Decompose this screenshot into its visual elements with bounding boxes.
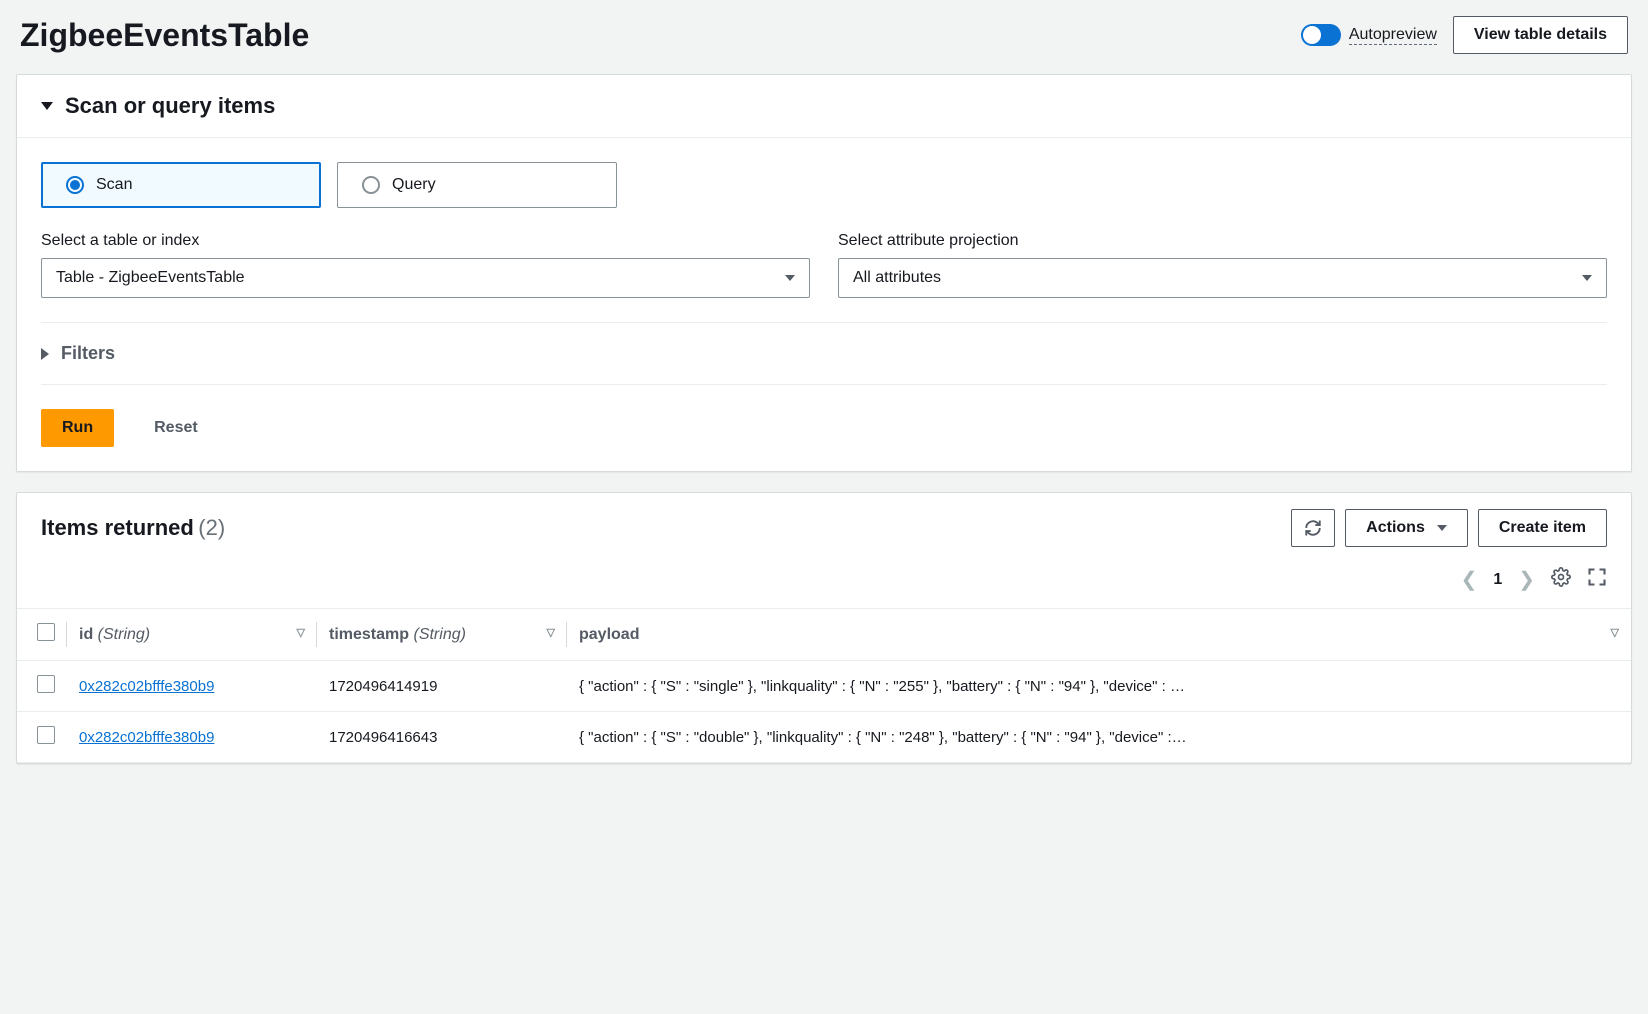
row-timestamp: 1720496416643 xyxy=(317,712,567,763)
scan-query-body: Scan Query Select a table or index Table… xyxy=(17,138,1631,471)
column-header-id[interactable]: id (String) ▽ xyxy=(67,609,317,661)
scan-query-radio-group: Scan Query xyxy=(41,162,1607,208)
query-radio-option[interactable]: Query xyxy=(337,162,617,208)
table-row: 0x282c02bfffe380b9 1720496416643 { "acti… xyxy=(17,712,1631,763)
select-all-checkbox[interactable] xyxy=(37,623,55,641)
col-name: timestamp xyxy=(329,626,409,643)
row-payload: { "action" : { "S" : "single" }, "linkqu… xyxy=(567,661,1631,712)
sort-icon: ▽ xyxy=(547,626,555,639)
actions-dropdown-button[interactable]: Actions xyxy=(1345,509,1468,547)
autopreview-toggle-container: Autopreview xyxy=(1301,24,1437,46)
action-row: Run Reset xyxy=(41,409,1607,447)
select-row: Select a table or index Table - ZigbeeEv… xyxy=(41,232,1607,298)
collapse-caret-icon xyxy=(41,102,53,110)
table-header-row: id (String) ▽ timestamp (String) ▽ paylo… xyxy=(17,609,1631,661)
results-table: id (String) ▽ timestamp (String) ▽ paylo… xyxy=(17,608,1631,763)
row-id-link[interactable]: 0x282c02bfffe380b9 xyxy=(79,678,214,695)
radio-icon xyxy=(66,176,84,194)
row-checkbox[interactable] xyxy=(37,675,55,693)
refresh-icon xyxy=(1304,519,1322,537)
projection-select[interactable]: All attributes xyxy=(838,258,1607,298)
projection-select-col: Select attribute projection All attribut… xyxy=(838,232,1607,298)
row-payload: { "action" : { "S" : "double" }, "linkqu… xyxy=(567,712,1631,763)
page-header: ZigbeeEventsTable Autopreview View table… xyxy=(16,16,1632,54)
sort-icon: ▽ xyxy=(1611,626,1619,639)
filters-label: Filters xyxy=(61,343,115,364)
header-actions: Autopreview View table details xyxy=(1301,16,1628,54)
results-panel: Items returned (2) Actions Create item ❮… xyxy=(16,492,1632,764)
col-type: (String) xyxy=(413,626,465,643)
column-header-timestamp[interactable]: timestamp (String) ▽ xyxy=(317,609,567,661)
projection-select-label: Select attribute projection xyxy=(838,232,1607,250)
run-button[interactable]: Run xyxy=(41,409,114,447)
filters-section[interactable]: Filters xyxy=(41,322,1607,385)
row-id-link[interactable]: 0x282c02bfffe380b9 xyxy=(79,729,214,746)
page-number: 1 xyxy=(1493,571,1502,589)
chevron-down-icon xyxy=(1437,525,1447,531)
chevron-down-icon xyxy=(1582,275,1592,281)
scan-query-panel: Scan or query items Scan Query Select a … xyxy=(16,74,1632,472)
col-type: (String) xyxy=(98,626,150,643)
expand-icon xyxy=(1587,567,1607,587)
page-next-icon[interactable]: ❯ xyxy=(1518,567,1535,592)
refresh-button[interactable] xyxy=(1291,509,1335,547)
scan-radio-option[interactable]: Scan xyxy=(41,162,321,208)
results-title-group: Items returned (2) xyxy=(41,515,225,541)
table-select-col: Select a table or index Table - ZigbeeEv… xyxy=(41,232,810,298)
view-table-details-button[interactable]: View table details xyxy=(1453,16,1628,54)
table-select[interactable]: Table - ZigbeeEventsTable xyxy=(41,258,810,298)
autopreview-toggle[interactable] xyxy=(1301,24,1341,46)
table-row: 0x282c02bfffe380b9 1720496414919 { "acti… xyxy=(17,661,1631,712)
reset-button[interactable]: Reset xyxy=(134,413,218,443)
results-header: Items returned (2) Actions Create item xyxy=(17,493,1631,557)
results-toolbar: Actions Create item xyxy=(1291,509,1607,547)
settings-button[interactable] xyxy=(1551,567,1571,592)
row-timestamp: 1720496414919 xyxy=(317,661,567,712)
scan-query-title: Scan or query items xyxy=(65,93,275,119)
table-select-label: Select a table or index xyxy=(41,232,810,250)
actions-label: Actions xyxy=(1366,519,1425,537)
query-radio-label: Query xyxy=(392,176,436,194)
scan-query-panel-header[interactable]: Scan or query items xyxy=(17,75,1631,138)
page-title: ZigbeeEventsTable xyxy=(20,17,309,54)
radio-icon xyxy=(362,176,380,194)
pagination-row: ❮ 1 ❯ xyxy=(17,557,1631,608)
create-item-button[interactable]: Create item xyxy=(1478,509,1607,547)
column-header-payload[interactable]: payload ▽ xyxy=(567,609,1631,661)
autopreview-label: Autopreview xyxy=(1349,26,1437,45)
results-title: Items returned xyxy=(41,515,194,540)
scan-radio-label: Scan xyxy=(96,176,132,194)
select-all-header xyxy=(17,609,67,661)
table-select-value: Table - ZigbeeEventsTable xyxy=(56,269,245,287)
projection-select-value: All attributes xyxy=(853,269,941,287)
chevron-down-icon xyxy=(785,275,795,281)
col-name: id xyxy=(79,626,93,643)
gear-icon xyxy=(1551,567,1571,587)
results-count: (2) xyxy=(198,515,225,540)
page-prev-icon[interactable]: ❮ xyxy=(1461,567,1478,592)
sort-icon: ▽ xyxy=(297,626,305,639)
col-name: payload xyxy=(579,626,639,643)
fullscreen-button[interactable] xyxy=(1587,567,1607,592)
expand-caret-icon xyxy=(41,348,49,360)
row-checkbox[interactable] xyxy=(37,726,55,744)
